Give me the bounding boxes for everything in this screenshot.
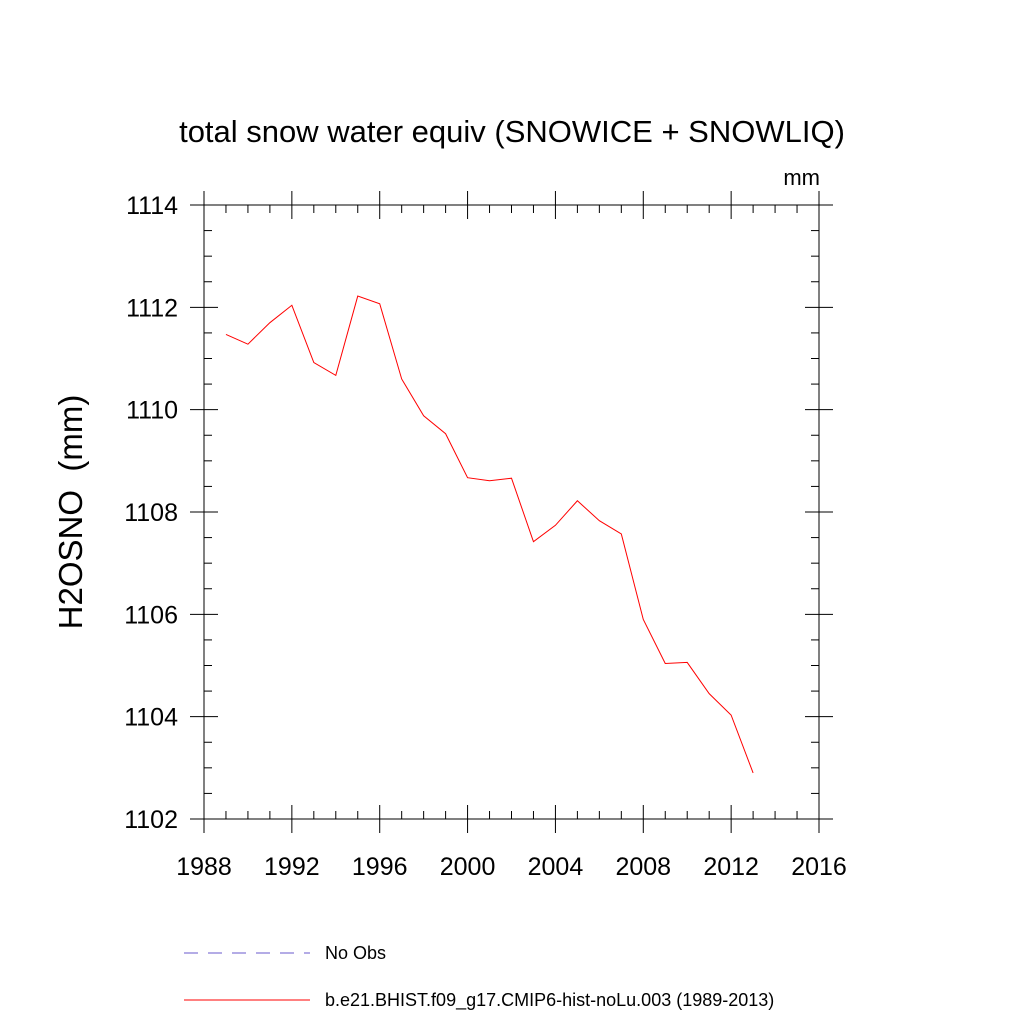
- plot-series: [225, 295, 754, 774]
- legend-label: No Obs: [325, 943, 386, 963]
- units-label: mm: [783, 165, 820, 190]
- legend: No Obs b.e21.BHIST.f09_g17.CMIP6-hist-noL…: [184, 943, 774, 1011]
- y-tick-label: 1112: [126, 294, 178, 322]
- x-tick-label: 2016: [791, 853, 847, 881]
- plot-frame: [203, 204, 820, 820]
- x-tick-label: 2008: [615, 853, 671, 881]
- chart-title: total snow water equiv (SNOWICE + SNOWLI…: [179, 114, 845, 149]
- y-tick-label: 1110: [126, 397, 178, 425]
- axis-ticks: 1102 1104 1106 1108 1110 1112 1114 1988 1992 1996…: [124, 191, 847, 881]
- x-tick-label: 2000: [440, 853, 496, 881]
- x-tick-label: 2004: [528, 853, 584, 881]
- y-tick-label: 1104: [124, 704, 178, 732]
- y-tick-label: 1114: [126, 192, 178, 220]
- y-axis-label: H2OSNO (mm): [52, 395, 89, 630]
- x-tick-label: 1988: [176, 853, 232, 881]
- legend-label: b.e21.BHIST.f09_g17.CMIP6-hist-noLu.003 …: [325, 990, 774, 1011]
- y-tick-label: 1108: [124, 499, 178, 527]
- series-line: [225, 295, 754, 774]
- y-tick-label: 1102: [124, 806, 178, 834]
- x-tick-label: 1992: [264, 853, 320, 881]
- x-tick-label: 2012: [703, 853, 759, 881]
- x-tick-label: 1996: [352, 853, 408, 881]
- y-tick-label: 1106: [124, 601, 178, 629]
